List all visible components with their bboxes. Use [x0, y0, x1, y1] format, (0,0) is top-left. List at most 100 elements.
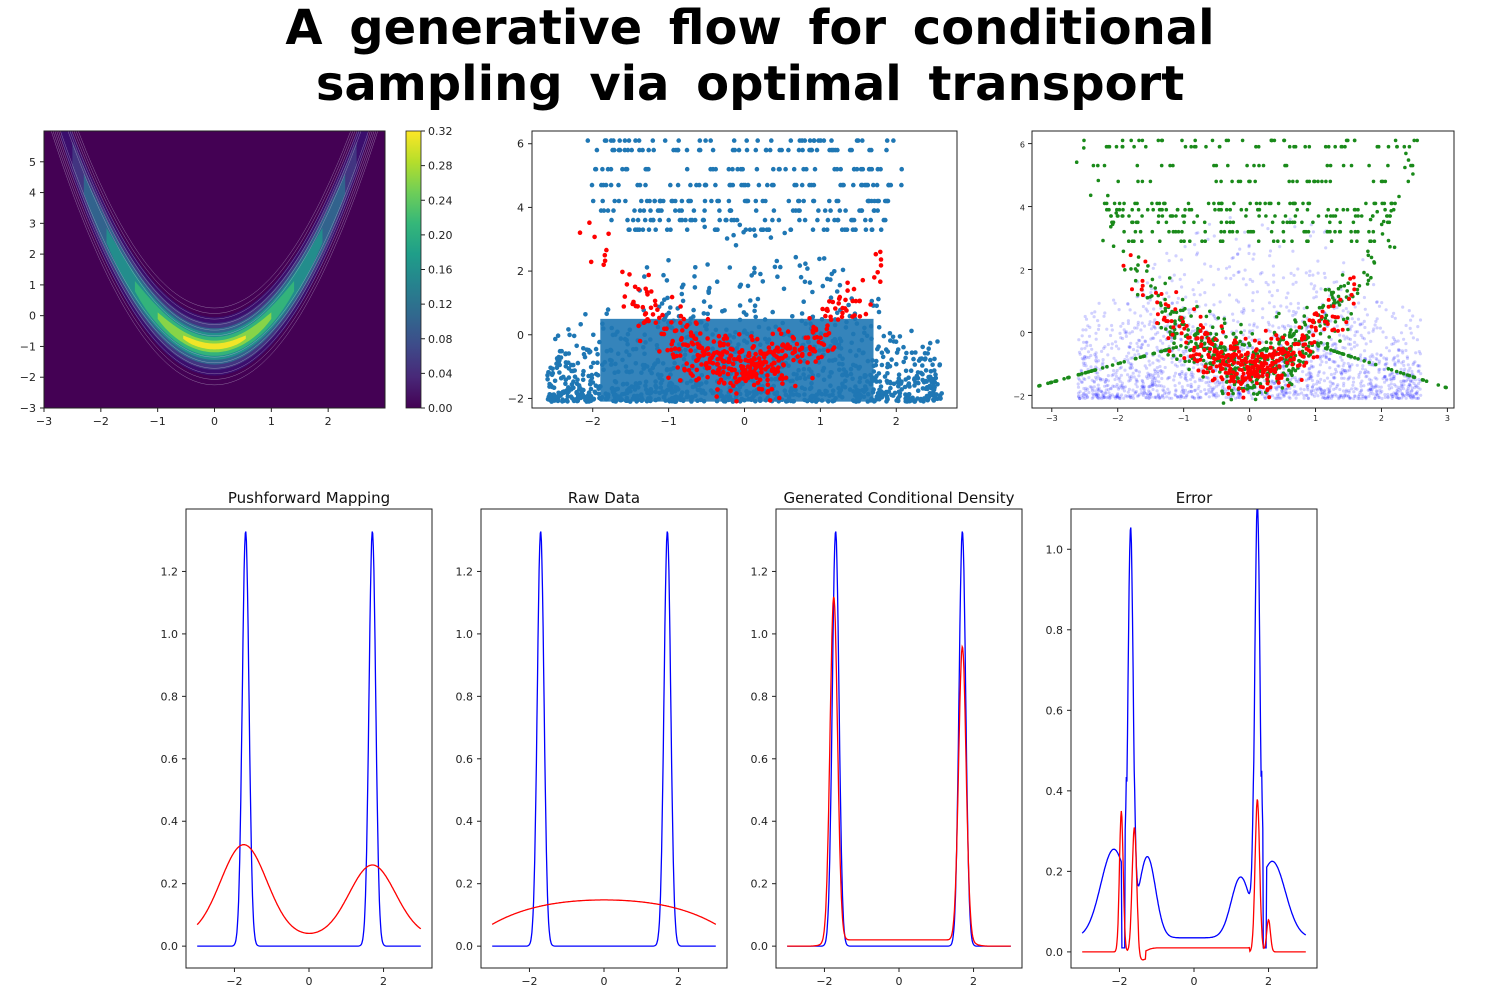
flow-point — [1210, 325, 1215, 330]
data-point — [1266, 283, 1270, 287]
data-point — [1146, 343, 1150, 347]
data-point — [1147, 384, 1151, 389]
data-point — [1307, 273, 1312, 277]
data-point — [603, 138, 609, 143]
posterior-point — [621, 304, 627, 309]
data-point — [1242, 347, 1246, 351]
posterior-point — [1154, 290, 1158, 295]
data-point — [1251, 257, 1255, 261]
flow-point — [1366, 249, 1370, 254]
data-point — [1170, 396, 1174, 400]
data-point — [1293, 376, 1297, 380]
posterior-point — [704, 365, 710, 371]
posterior-point — [1299, 378, 1304, 382]
data-point — [1168, 375, 1172, 379]
density-band-5 — [157, 312, 272, 353]
data-point — [1408, 394, 1412, 398]
flow-point — [1222, 321, 1227, 326]
data-point — [1278, 245, 1282, 249]
data-point — [633, 138, 638, 143]
data-point — [801, 299, 806, 305]
data-point — [1087, 334, 1092, 338]
data-point — [1219, 381, 1223, 385]
data-point — [897, 334, 903, 339]
data-point — [1305, 328, 1309, 332]
data-point — [1364, 342, 1368, 346]
data-point — [904, 350, 909, 356]
data-point — [875, 208, 880, 213]
posterior-point — [734, 379, 739, 385]
posterior-point — [852, 313, 857, 318]
flow-point — [1329, 239, 1334, 243]
data-point — [1282, 379, 1286, 383]
data-point — [657, 217, 663, 223]
data-point — [594, 147, 600, 153]
data-point — [927, 374, 933, 380]
data-point — [1252, 252, 1256, 256]
data-point — [1281, 324, 1285, 328]
data-point — [1309, 282, 1313, 286]
data-point — [1154, 379, 1158, 383]
posterior-point — [1219, 349, 1224, 354]
data-point — [1127, 387, 1131, 391]
data-point — [1229, 276, 1233, 281]
data-point — [566, 327, 571, 332]
data-point — [1146, 392, 1150, 396]
flow-point — [1407, 373, 1412, 378]
data-point — [679, 284, 685, 290]
data-point — [1082, 377, 1086, 381]
data-point — [1275, 396, 1279, 401]
data-point — [1231, 318, 1236, 322]
data-point — [801, 198, 806, 204]
data-point — [1148, 320, 1152, 324]
data-point — [1114, 395, 1118, 399]
data-point — [696, 147, 702, 153]
flow-point — [1293, 214, 1298, 218]
data-point — [1196, 231, 1200, 235]
data-point — [1346, 369, 1350, 373]
flow-point — [1182, 220, 1186, 225]
posterior-point — [769, 368, 775, 374]
colorbar-label-6: 0.24 — [428, 194, 453, 207]
data-point — [1360, 388, 1364, 392]
data-point — [1200, 362, 1204, 366]
data-point — [1191, 372, 1195, 376]
data-point — [1088, 343, 1093, 348]
data-point — [1360, 379, 1364, 383]
data-point — [1364, 375, 1368, 379]
flow-point — [1250, 332, 1255, 336]
data-point — [1342, 261, 1346, 265]
data-point — [547, 397, 553, 403]
data-point — [1416, 396, 1420, 400]
data-point — [1116, 377, 1120, 381]
data-point — [1149, 392, 1153, 396]
data-point — [874, 303, 879, 309]
data-point — [1120, 384, 1124, 388]
data-point — [1390, 342, 1394, 346]
posterior-point — [1303, 342, 1308, 347]
flow-point — [1135, 269, 1139, 273]
posterior-point — [1231, 341, 1236, 345]
flow-point — [1391, 207, 1396, 212]
data-point — [1160, 356, 1164, 360]
flow-point — [1276, 201, 1281, 206]
data-point — [1129, 341, 1133, 345]
data-point — [830, 147, 836, 153]
flow-point — [1235, 229, 1239, 234]
flow-point — [1351, 220, 1356, 225]
data-point — [1153, 262, 1157, 266]
posterior-point — [1309, 324, 1314, 329]
posterior-point — [821, 342, 827, 348]
posterior-point — [1297, 325, 1302, 330]
flow-point — [1349, 239, 1354, 243]
data-point — [560, 390, 565, 396]
flow-point — [1252, 163, 1256, 168]
posterior-point — [1290, 362, 1295, 367]
flow-point — [1150, 201, 1154, 206]
data-point — [1193, 243, 1197, 247]
data-point — [1092, 379, 1096, 383]
data-point — [1206, 380, 1210, 384]
